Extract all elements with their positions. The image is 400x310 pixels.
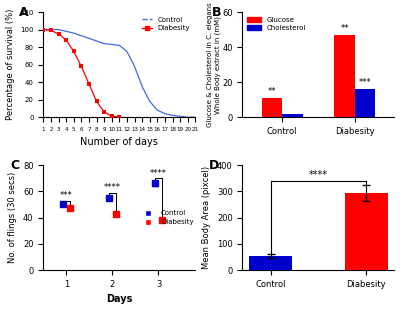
X-axis label: Days: Days	[106, 294, 132, 304]
Text: **: **	[340, 24, 349, 33]
Text: **: **	[268, 87, 276, 96]
Bar	[262, 98, 282, 117]
Bar	[249, 256, 292, 270]
Text: C: C	[10, 159, 19, 172]
Legend: Control, Diabesity: Control, Diabesity	[140, 209, 195, 226]
Legend: Glucose, Cholesterol: Glucose, Cholesterol	[246, 16, 308, 33]
Text: ***: ***	[60, 191, 73, 200]
Y-axis label: Percentage of survival (%): Percentage of survival (%)	[6, 9, 14, 120]
Bar	[282, 114, 302, 117]
Y-axis label: Mean Body Area (pixcel): Mean Body Area (pixcel)	[202, 166, 211, 269]
Y-axis label: Glucose & Cholesterol in C. elegans
Whole Body extract in (mM): Glucose & Cholesterol in C. elegans Whol…	[207, 2, 221, 127]
Text: B: B	[212, 6, 222, 19]
Legend: Control, Diabesity: Control, Diabesity	[140, 16, 192, 33]
Bar	[334, 35, 355, 117]
X-axis label: Number of days: Number of days	[80, 137, 158, 148]
Text: ****: ****	[104, 183, 121, 192]
Text: A: A	[19, 6, 29, 19]
Bar	[355, 89, 375, 117]
Text: ****: ****	[309, 170, 328, 180]
Text: D: D	[209, 159, 219, 172]
Text: ****: ****	[150, 169, 167, 178]
Bar	[345, 193, 388, 270]
Y-axis label: No. of flings (30 secs): No. of flings (30 secs)	[8, 172, 18, 263]
Text: ***: ***	[358, 78, 371, 87]
